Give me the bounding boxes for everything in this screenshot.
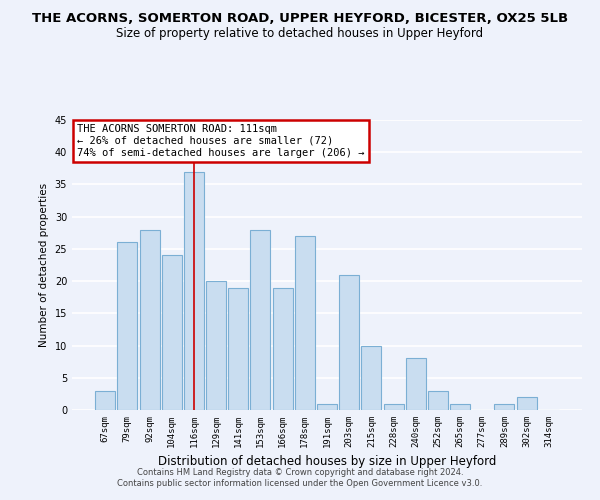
- Bar: [250, 230, 271, 410]
- Bar: [162, 256, 182, 410]
- Bar: [140, 230, 160, 410]
- Bar: [450, 404, 470, 410]
- Bar: [428, 390, 448, 410]
- Y-axis label: Number of detached properties: Number of detached properties: [39, 183, 49, 347]
- Bar: [383, 404, 404, 410]
- Bar: [228, 288, 248, 410]
- Bar: [361, 346, 382, 410]
- Text: Size of property relative to detached houses in Upper Heyford: Size of property relative to detached ho…: [116, 28, 484, 40]
- Text: Contains HM Land Registry data © Crown copyright and database right 2024.
Contai: Contains HM Land Registry data © Crown c…: [118, 468, 482, 487]
- Bar: [184, 172, 204, 410]
- Bar: [206, 281, 226, 410]
- Bar: [272, 288, 293, 410]
- Bar: [339, 274, 359, 410]
- Bar: [295, 236, 315, 410]
- Bar: [317, 404, 337, 410]
- Text: THE ACORNS, SOMERTON ROAD, UPPER HEYFORD, BICESTER, OX25 5LB: THE ACORNS, SOMERTON ROAD, UPPER HEYFORD…: [32, 12, 568, 26]
- Bar: [95, 390, 115, 410]
- Bar: [517, 397, 536, 410]
- Bar: [118, 242, 137, 410]
- Text: THE ACORNS SOMERTON ROAD: 111sqm
← 26% of detached houses are smaller (72)
74% o: THE ACORNS SOMERTON ROAD: 111sqm ← 26% o…: [77, 124, 365, 158]
- X-axis label: Distribution of detached houses by size in Upper Heyford: Distribution of detached houses by size …: [158, 456, 496, 468]
- Bar: [406, 358, 426, 410]
- Bar: [494, 404, 514, 410]
